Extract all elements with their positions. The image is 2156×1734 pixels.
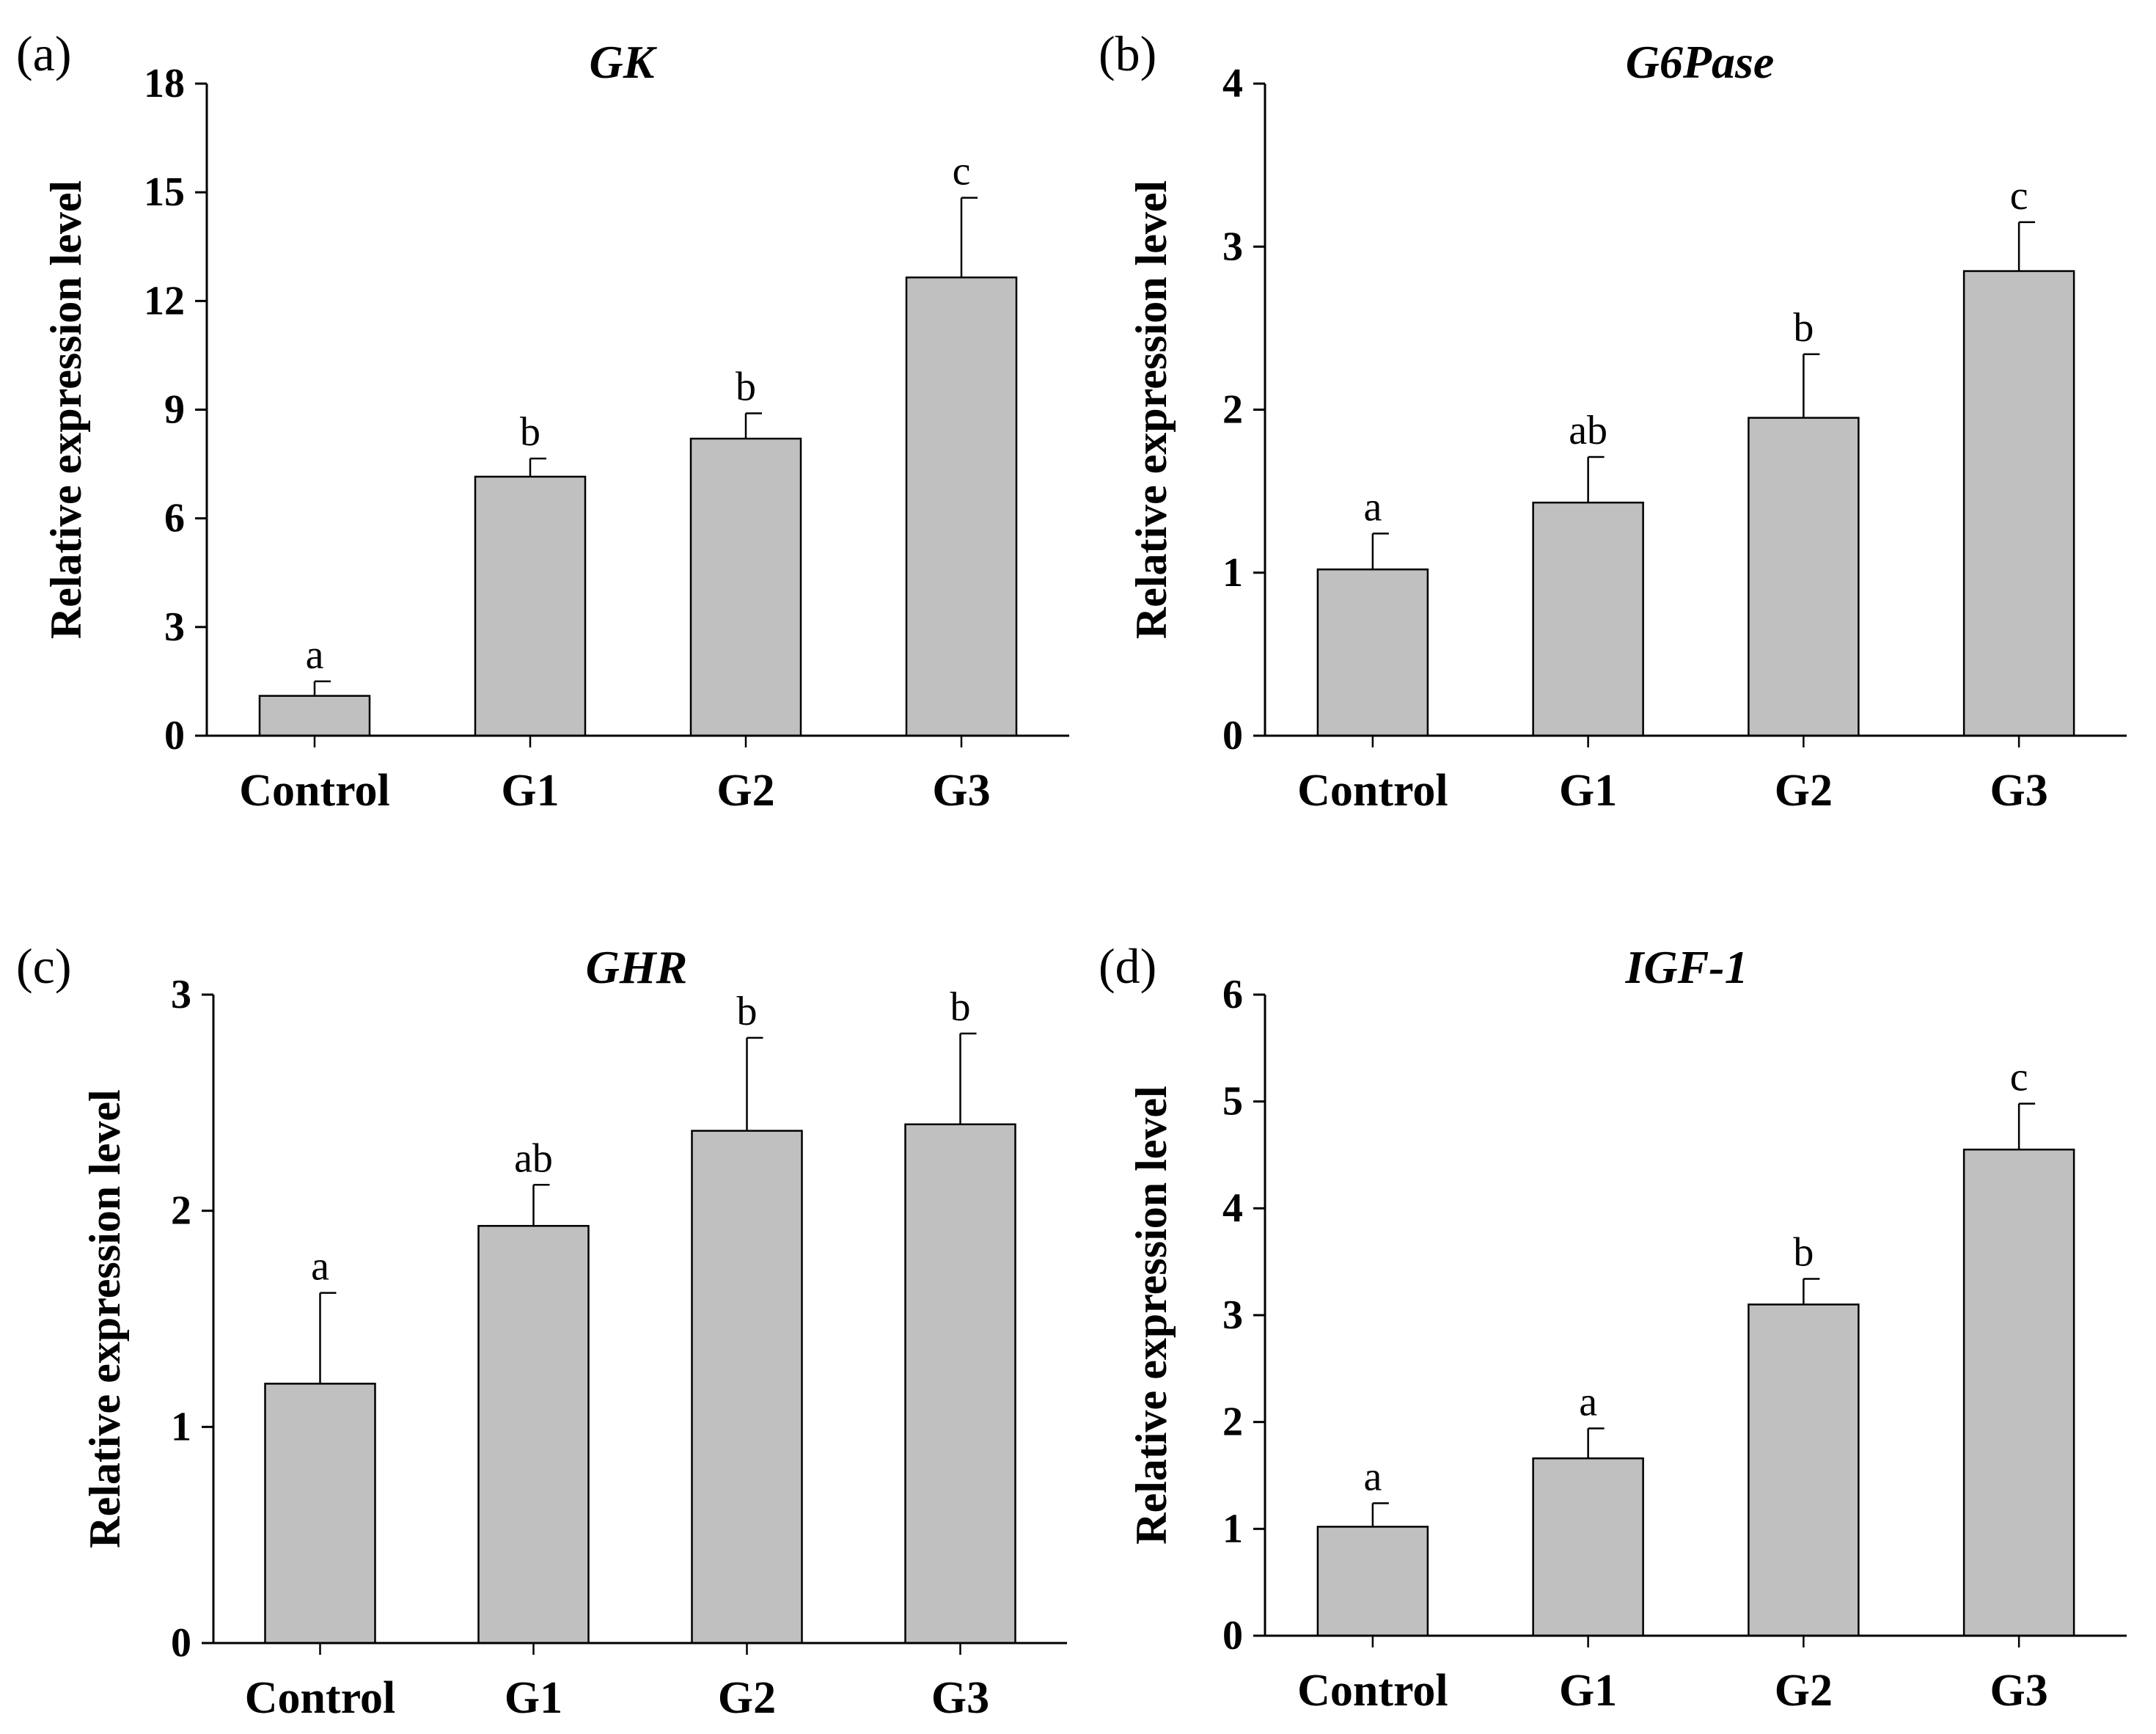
x-tick-label: G3: [931, 1673, 989, 1723]
bar: [1316, 1526, 1429, 1637]
y-tick-label: 4: [1222, 61, 1243, 106]
x-tick-label: G3: [932, 766, 990, 816]
x-tick-label: Control: [239, 766, 390, 816]
x-tick-label: G3: [1990, 766, 2048, 816]
panel-letter: (b): [1099, 26, 1156, 81]
bar: [474, 475, 587, 737]
panel-letter: (a): [16, 26, 71, 81]
y-tick-label: 1: [171, 1404, 191, 1449]
x-tick-label: G2: [1775, 1666, 1833, 1716]
bar: [1962, 270, 2075, 737]
y-tick-label: 2: [171, 1188, 191, 1234]
y-tick-label: 12: [144, 278, 185, 323]
y-axis-label: Relative expression level: [81, 1089, 129, 1548]
x-tick-label: G3: [1990, 1666, 2048, 1716]
y-axis-label: Relative expression level: [1127, 180, 1176, 639]
y-axis-label: Relative expression level: [1127, 1086, 1176, 1544]
x-tick-label: G2: [716, 766, 774, 816]
x-tick-label: Control: [1297, 766, 1448, 816]
bar: [258, 695, 371, 737]
significance-label: a: [1363, 1454, 1382, 1499]
y-axis-label: Relative expression level: [42, 180, 90, 639]
x-tick-label: Control: [1297, 1666, 1448, 1716]
y-tick-label: 3: [164, 604, 185, 650]
bar: [477, 1225, 590, 1645]
bar: [1748, 1303, 1860, 1637]
x-tick-label: G1: [1559, 1666, 1617, 1716]
bar: [1316, 568, 1429, 737]
significance-label: a: [311, 1244, 329, 1289]
y-tick-label: 15: [144, 169, 185, 215]
x-tick-label: Control: [245, 1673, 396, 1723]
y-tick-label: 2: [1222, 387, 1243, 433]
y-tick-label: 0: [164, 713, 185, 758]
x-tick-label: G1: [501, 766, 559, 816]
y-tick-label: 3: [171, 972, 191, 1017]
panel-letter: (c): [16, 938, 71, 994]
panel-d: (d) IGF-1 Relative expression level a Contro…: [1099, 938, 2127, 1716]
x-tick-label: G2: [1775, 766, 1833, 816]
significance-label: b: [737, 989, 758, 1034]
chart-title: GK: [590, 36, 658, 88]
bar: [264, 1383, 376, 1645]
bar: [1962, 1148, 2075, 1637]
chart-title: IGF-1: [1624, 941, 1748, 993]
y-tick-label: 5: [1222, 1079, 1243, 1124]
bar: [691, 1130, 803, 1645]
y-tick-label: 0: [1222, 713, 1243, 758]
panel-b: (b) G6Pase Relative expression level a Contr…: [1099, 26, 2127, 816]
y-tick-label: 3: [1222, 1292, 1243, 1338]
significance-label: b: [1793, 305, 1814, 351]
y-tick-label: 0: [1222, 1613, 1243, 1658]
significance-label: b: [950, 984, 971, 1030]
x-tick-label: G1: [1559, 766, 1617, 816]
bar: [1532, 1457, 1644, 1637]
panel-a: (a) GK Relative expression level a Control b G…: [16, 26, 1069, 816]
y-tick-label: 2: [1222, 1400, 1243, 1445]
significance-label: a: [306, 632, 324, 678]
y-tick-label: 9: [164, 387, 185, 433]
chart-title: GHR: [586, 941, 688, 993]
significance-label: c: [2010, 173, 2028, 219]
y-tick-label: 6: [164, 496, 185, 541]
y-tick-label: 6: [1222, 972, 1243, 1017]
bar: [1748, 417, 1860, 737]
y-tick-label: 4: [1222, 1185, 1243, 1231]
significance-label: c: [953, 149, 971, 194]
chart-title: G6Pase: [1626, 36, 1775, 88]
panel-c: (c) GHR Relative expression level a Control a…: [16, 938, 1067, 1723]
significance-label: b: [520, 409, 540, 455]
y-tick-label: 0: [171, 1620, 191, 1666]
significance-label: c: [2010, 1055, 2028, 1100]
significance-label: b: [1793, 1229, 1814, 1275]
y-tick-label: 1: [1222, 550, 1243, 596]
x-tick-label: G2: [718, 1673, 776, 1723]
significance-label: b: [736, 364, 756, 409]
bar: [689, 437, 802, 737]
bar: [905, 276, 1018, 737]
bar: [1532, 501, 1644, 737]
y-tick-label: 1: [1222, 1506, 1243, 1551]
x-tick-label: G1: [505, 1673, 562, 1723]
significance-label: ab: [1569, 408, 1607, 453]
bar: [904, 1123, 1016, 1645]
significance-label: a: [1363, 484, 1382, 530]
significance-label: ab: [514, 1135, 553, 1181]
y-tick-label: 3: [1222, 224, 1243, 269]
y-tick-label: 18: [144, 61, 185, 106]
significance-label: a: [1579, 1379, 1597, 1424]
panel-letter: (d): [1099, 938, 1156, 994]
